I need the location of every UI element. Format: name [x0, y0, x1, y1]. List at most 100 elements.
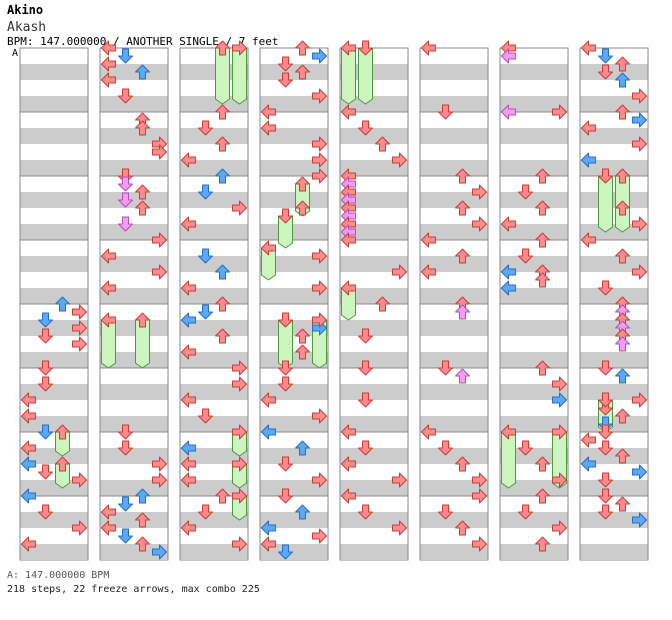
- left-freeze-head-icon: [341, 280, 356, 296]
- up-arrow-icon: [375, 296, 390, 312]
- right-arrow-icon: [232, 200, 247, 216]
- up-arrow-icon: [375, 136, 390, 152]
- left-arrow-icon: [421, 424, 436, 440]
- left-arrow-icon: [101, 280, 116, 296]
- up-arrow-icon: [215, 296, 230, 312]
- freeze-arrow-right: [232, 47, 247, 105]
- left-arrow-icon: [261, 120, 276, 136]
- left-arrow-icon: [261, 424, 276, 440]
- down-arrow-icon: [438, 504, 453, 520]
- right-freeze-head-icon: [312, 312, 327, 328]
- right-arrow-icon: [72, 336, 87, 352]
- right-arrow-icon: [632, 512, 647, 528]
- left-arrow-icon: [341, 424, 356, 440]
- left-arrow-icon: [181, 472, 196, 488]
- left-arrow-icon: [21, 536, 36, 552]
- up-arrow-icon: [535, 360, 550, 376]
- measure: [19, 495, 89, 561]
- measure: [419, 495, 489, 561]
- right-arrow-icon: [632, 264, 647, 280]
- up-freeze-head-icon: [55, 456, 70, 472]
- measure: [419, 431, 489, 497]
- freeze-arrow-down: [358, 47, 373, 105]
- measure: [419, 111, 489, 177]
- down-arrow-icon: [278, 488, 293, 504]
- down-arrow-icon: [358, 120, 373, 136]
- measure: [579, 47, 649, 113]
- up-freeze-head-icon: [295, 176, 310, 192]
- right-arrow-icon: [552, 392, 567, 408]
- down-arrow-icon: [598, 440, 613, 456]
- down-arrow-icon: [278, 56, 293, 72]
- up-arrow-icon: [215, 264, 230, 280]
- right-freeze-head-icon: [232, 40, 247, 56]
- left-arrow-icon: [181, 456, 196, 472]
- up-arrow-icon: [615, 104, 630, 120]
- down-arrow-icon: [438, 104, 453, 120]
- down-arrow-icon: [518, 440, 533, 456]
- left-arrow-icon: [181, 440, 196, 456]
- chart-info: BPM: 147.000000 / ANOTHER SINGLE / 7 fee…: [7, 35, 279, 48]
- down-arrow-icon: [598, 424, 613, 440]
- step-stats: 218 steps, 22 freeze arrows, max combo 2…: [7, 584, 260, 595]
- down-arrow-icon: [118, 440, 133, 456]
- up-arrow-icon: [535, 200, 550, 216]
- right-arrow-icon: [632, 464, 647, 480]
- left-arrow-icon: [101, 504, 116, 520]
- down-arrow-icon: [38, 504, 53, 520]
- right-freeze-head-icon: [232, 456, 247, 472]
- up-arrow-icon: [135, 120, 150, 136]
- down-arrow-icon: [518, 504, 533, 520]
- freeze-arrows: [55, 47, 630, 521]
- measure: [259, 175, 329, 241]
- left-arrow-icon: [501, 280, 516, 296]
- down-arrow-icon: [518, 184, 533, 200]
- measure: [579, 175, 649, 241]
- right-arrow-icon: [232, 536, 247, 552]
- measure: [499, 111, 569, 177]
- up-arrow-icon: [215, 136, 230, 152]
- down-freeze-head-icon: [278, 208, 293, 224]
- down-arrow-icon: [518, 248, 533, 264]
- up-arrow-icon: [615, 56, 630, 72]
- down-arrow-icon: [198, 248, 213, 264]
- up-arrow-icon: [535, 168, 550, 184]
- up-freeze-head-icon: [135, 312, 150, 328]
- left-arrow-icon: [261, 104, 276, 120]
- right-arrow-icon: [392, 152, 407, 168]
- up-arrow-icon: [215, 104, 230, 120]
- right-arrow-icon: [312, 168, 327, 184]
- down-arrow-icon: [118, 48, 133, 64]
- right-arrow-icon: [72, 304, 87, 320]
- down-arrow-icon: [118, 192, 133, 208]
- left-arrow-icon: [181, 392, 196, 408]
- left-arrow-icon: [101, 56, 116, 72]
- left-arrow-icon: [581, 120, 596, 136]
- down-arrow-icon: [598, 360, 613, 376]
- left-arrow-icon: [181, 520, 196, 536]
- up-arrow-icon: [455, 304, 470, 320]
- freeze-arrow-left: [341, 47, 356, 105]
- measure: [99, 47, 169, 113]
- left-arrow-icon: [101, 520, 116, 536]
- left-arrow-icon: [261, 520, 276, 536]
- up-arrow-icon: [295, 328, 310, 344]
- right-arrow-icon: [632, 392, 647, 408]
- up-arrow-icon: [535, 272, 550, 288]
- right-arrow-icon: [312, 152, 327, 168]
- song-title: Akash: [7, 20, 47, 35]
- left-arrow-icon: [181, 280, 196, 296]
- measure: [419, 47, 489, 113]
- measure: [99, 367, 169, 433]
- right-arrow-icon: [152, 232, 167, 248]
- measure: [19, 175, 89, 241]
- left-arrow-icon: [181, 216, 196, 232]
- step-chart: [19, 40, 649, 561]
- right-arrow-icon: [232, 376, 247, 392]
- down-arrow-icon: [198, 184, 213, 200]
- up-arrow-icon: [455, 248, 470, 264]
- down-arrow-icon: [438, 440, 453, 456]
- right-arrow-icon: [312, 136, 327, 152]
- up-arrow-icon: [135, 536, 150, 552]
- measure: [259, 303, 329, 369]
